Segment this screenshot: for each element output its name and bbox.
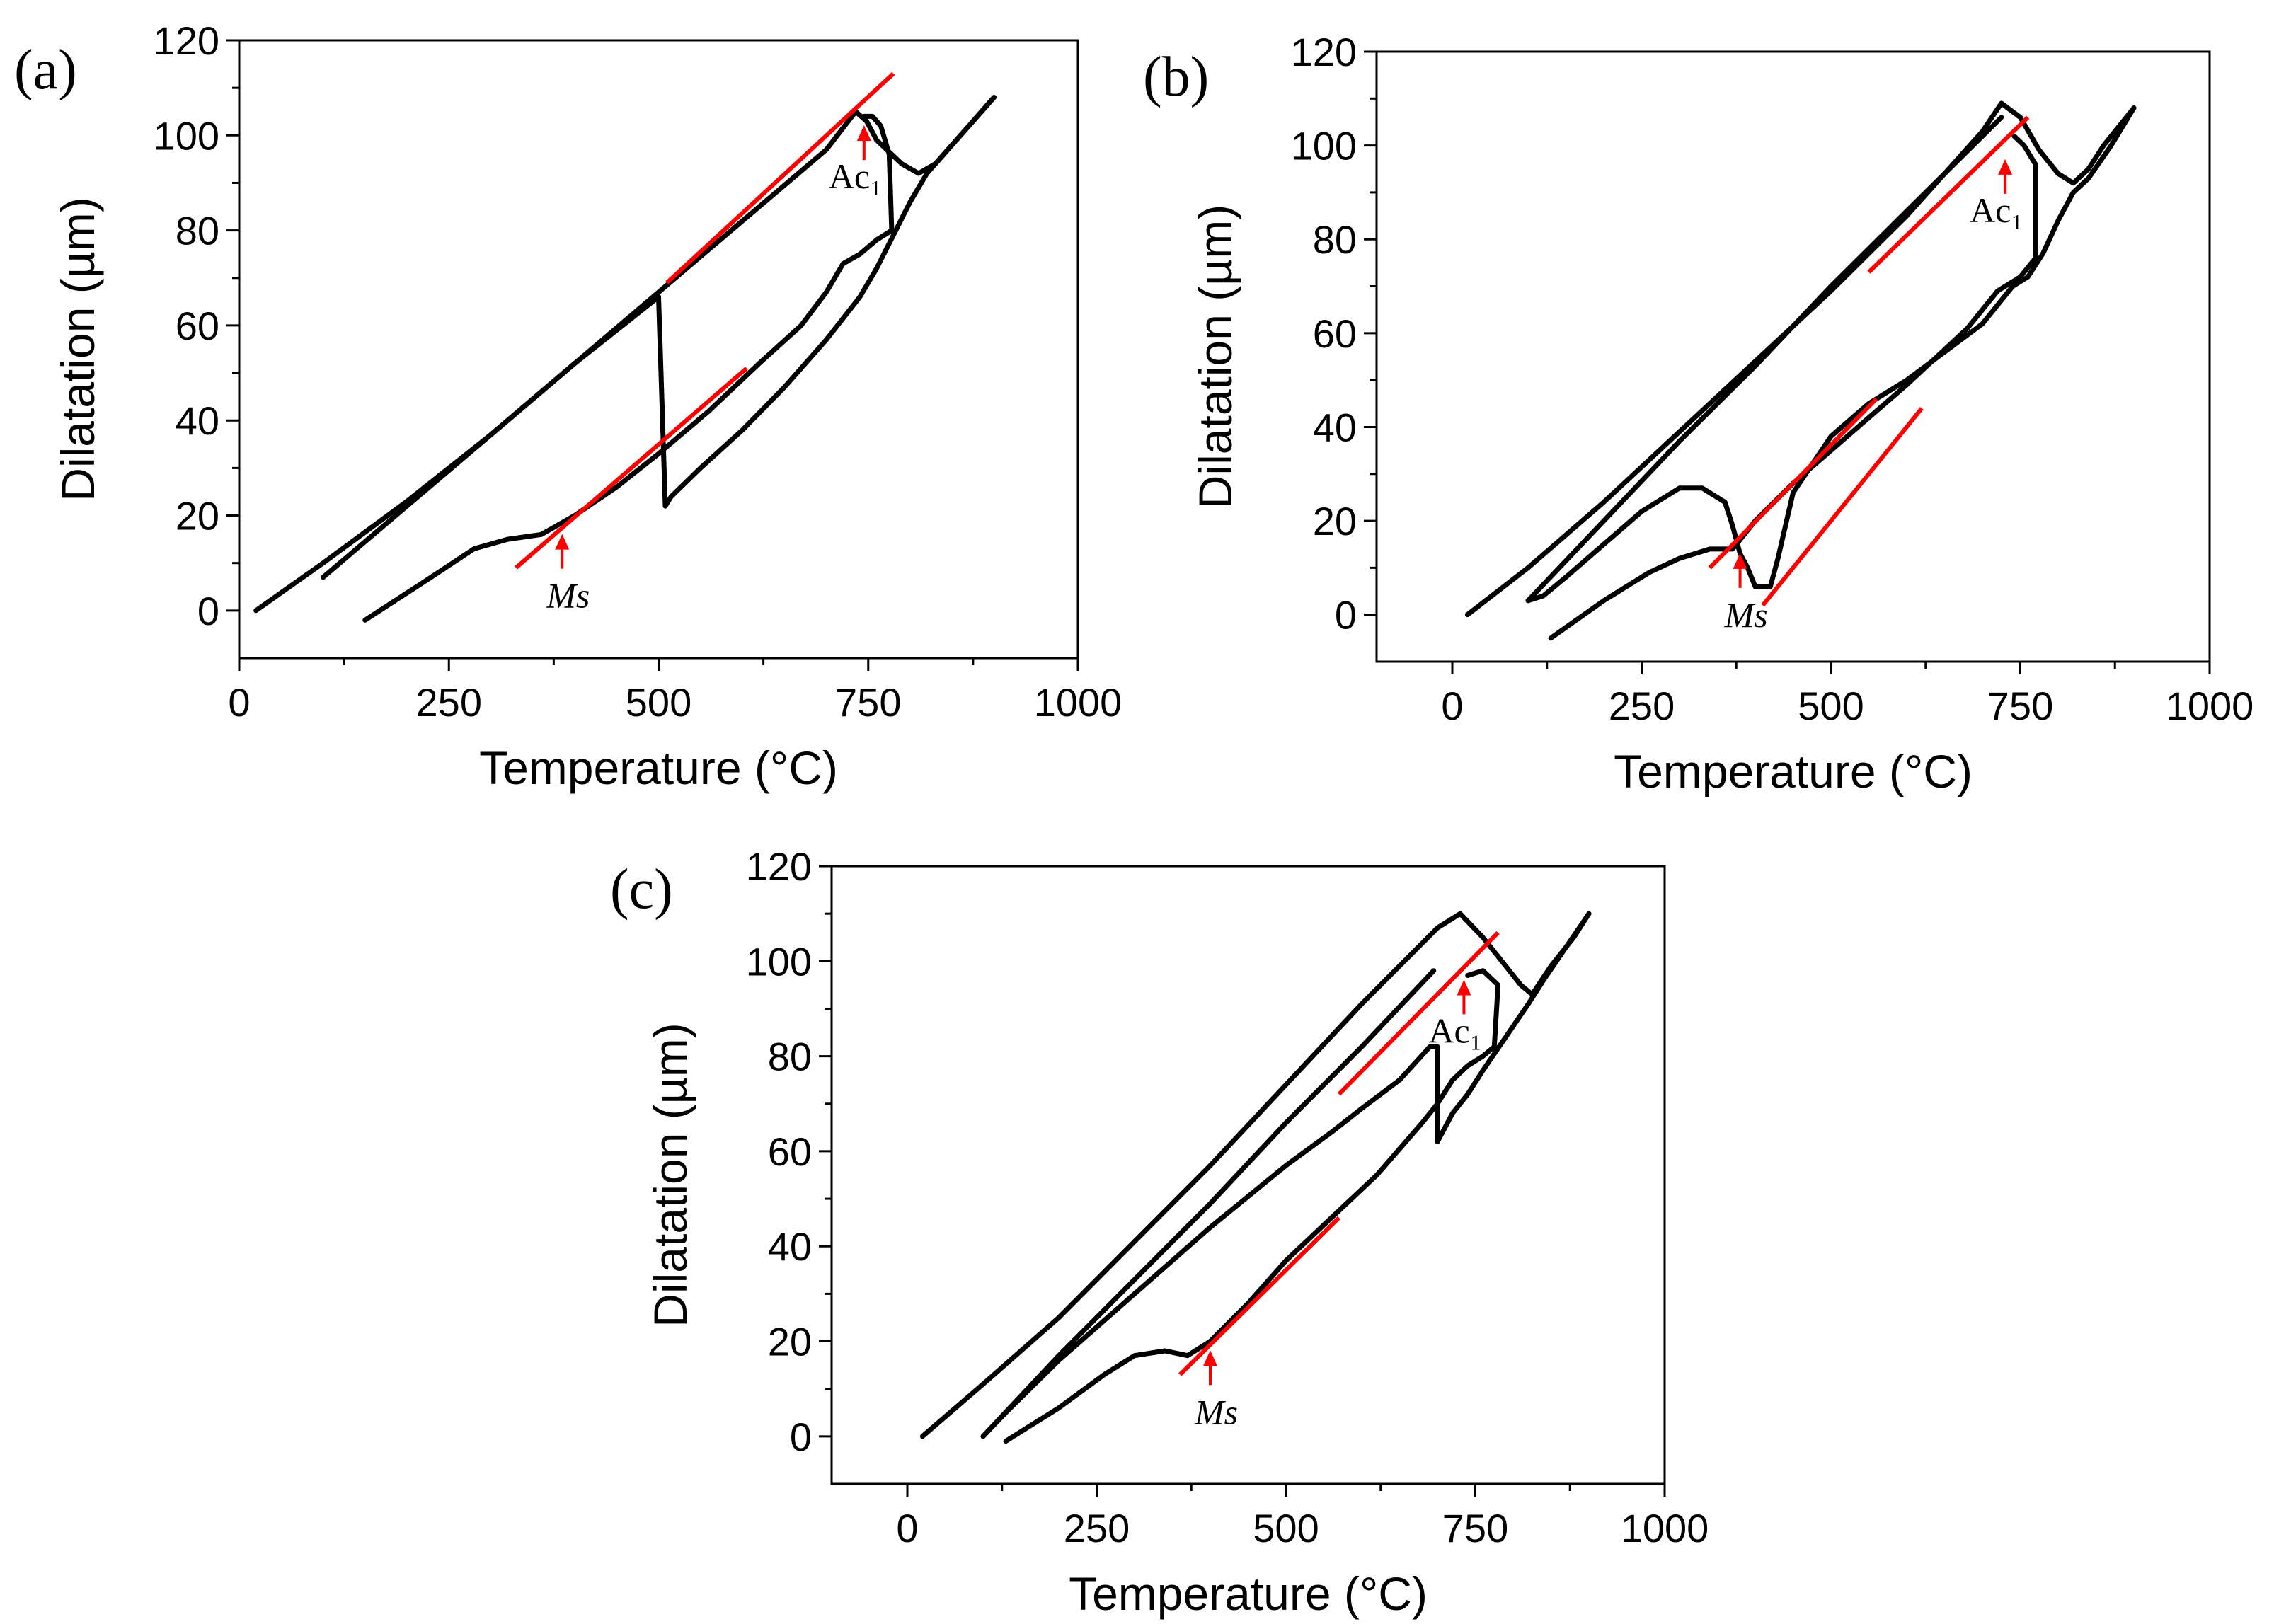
annotation-arrow-head xyxy=(1457,979,1471,996)
y-tick-label: 60 xyxy=(768,1129,812,1174)
panel-label: (b) xyxy=(1143,46,1209,108)
x-tick-label: 250 xyxy=(1064,1506,1130,1550)
fit-line-Ac1-tangent xyxy=(1337,931,1500,1096)
chart-panel-3: 0 250 500 750 1000 0 20 40 60 80 100 120 Temperature… xyxy=(610,844,1709,1620)
fit-line-Ms-tangent-2 xyxy=(1761,407,1924,607)
x-tick-label: 500 xyxy=(626,680,691,725)
y-axis-label: Dilatation (µm) xyxy=(1189,205,1241,509)
chart-panel-1: 0 250 500 750 1000 0 20 40 60 80 100 120 Temperature… xyxy=(14,18,1122,794)
y-tick-label: 120 xyxy=(746,844,812,889)
x-tick-label: 0 xyxy=(896,1506,918,1550)
series-cooling xyxy=(1525,105,2137,604)
x-tick-label: 1000 xyxy=(1621,1506,1709,1550)
plot-frame xyxy=(1375,50,2211,663)
x-tick-label: 750 xyxy=(1442,1506,1508,1550)
y-tick-label: 80 xyxy=(1313,217,1357,262)
annotation-arrow-head xyxy=(856,125,871,142)
series-second-heating xyxy=(1003,968,1501,1444)
y-tick-label: 100 xyxy=(1291,124,1357,168)
x-tick-label: 250 xyxy=(416,680,482,725)
y-tick-label: 0 xyxy=(197,589,219,633)
fit-line-Ac1-tangent xyxy=(665,71,895,284)
annotation-arrow-head xyxy=(1733,553,1747,569)
x-tick-label: 750 xyxy=(835,680,901,725)
y-tick-label: 120 xyxy=(154,18,219,63)
y-tick-label: 40 xyxy=(176,398,219,443)
plot-frame xyxy=(830,865,1666,1485)
series-heating xyxy=(919,911,1592,1439)
x-tick-label: 250 xyxy=(1609,684,1675,728)
annotation-arrow-head xyxy=(1203,1350,1217,1366)
plot-area xyxy=(253,71,997,623)
series-second-heating xyxy=(362,113,895,623)
annotation-label: Ms xyxy=(1724,595,1768,635)
plot-area xyxy=(919,911,1592,1444)
y-tick-label: 120 xyxy=(1291,30,1357,74)
y-tick-label: 20 xyxy=(768,1320,812,1364)
y-tick-label: 100 xyxy=(746,939,812,984)
series-cooling-upper xyxy=(662,95,997,509)
chart-panel-2: 0 250 500 750 1000 0 20 40 60 80 100 120 Temperature… xyxy=(1143,30,2253,797)
series-heating xyxy=(253,95,997,614)
x-tick-label: 500 xyxy=(1253,1506,1319,1550)
series-cooling-branch xyxy=(1525,115,2004,604)
y-tick-label: 20 xyxy=(1313,499,1357,543)
y-axis-label: Dilatation (µm) xyxy=(644,1023,696,1327)
fit-line-Ms-tangent-1 xyxy=(1708,397,1878,570)
x-axis-label: Temperature (°C) xyxy=(1069,1567,1428,1620)
series-heating xyxy=(1464,100,2137,618)
plot-area xyxy=(1464,100,2137,641)
y-tick-label: 40 xyxy=(1313,405,1357,449)
series-second-heating xyxy=(1548,133,2038,641)
panel-label: (c) xyxy=(610,858,673,921)
fit-line-Ms-tangent xyxy=(515,367,748,570)
x-tick-label: 0 xyxy=(228,680,250,725)
y-tick-label: 100 xyxy=(154,113,219,158)
y-tick-label: 20 xyxy=(176,494,219,539)
y-tick-label: 60 xyxy=(1313,311,1357,356)
y-tick-label: 0 xyxy=(790,1415,812,1459)
y-tick-label: 40 xyxy=(768,1224,812,1269)
fit-line-Ac1-tangent xyxy=(1867,115,2030,274)
y-tick-label: 60 xyxy=(176,304,219,348)
fit-line-Ms-tangent xyxy=(1178,1216,1341,1376)
annotation-label: Ac₁ xyxy=(1428,1010,1482,1050)
annotation-label: Ms xyxy=(1194,1392,1238,1432)
x-tick-label: 1000 xyxy=(2166,684,2254,728)
x-tick-label: 1000 xyxy=(1034,680,1122,725)
series-cooling-lower xyxy=(321,294,661,580)
series-jump xyxy=(656,294,668,509)
annotation-label: Ac₁ xyxy=(1970,190,2023,230)
series-cooling-branch xyxy=(980,968,1437,1439)
annotation-label: Ac₁ xyxy=(829,156,883,196)
annotation-arrow-head xyxy=(555,534,570,550)
x-axis-label: Temperature (°C) xyxy=(479,742,838,794)
annotation-arrow-head xyxy=(1998,159,2013,175)
series-cooling xyxy=(980,911,1592,1439)
panel-label: (a) xyxy=(14,39,77,101)
x-tick-label: 500 xyxy=(1798,684,1864,728)
x-tick-label: 0 xyxy=(1441,684,1463,728)
x-axis-label: Temperature (°C) xyxy=(1614,745,1973,797)
y-tick-label: 80 xyxy=(768,1035,812,1079)
x-tick-label: 750 xyxy=(1987,684,2053,728)
y-tick-label: 0 xyxy=(1335,593,1357,638)
y-axis-label: Dilatation (µm) xyxy=(52,197,104,501)
annotation-label: Ms xyxy=(546,576,590,616)
y-tick-label: 80 xyxy=(176,209,219,253)
